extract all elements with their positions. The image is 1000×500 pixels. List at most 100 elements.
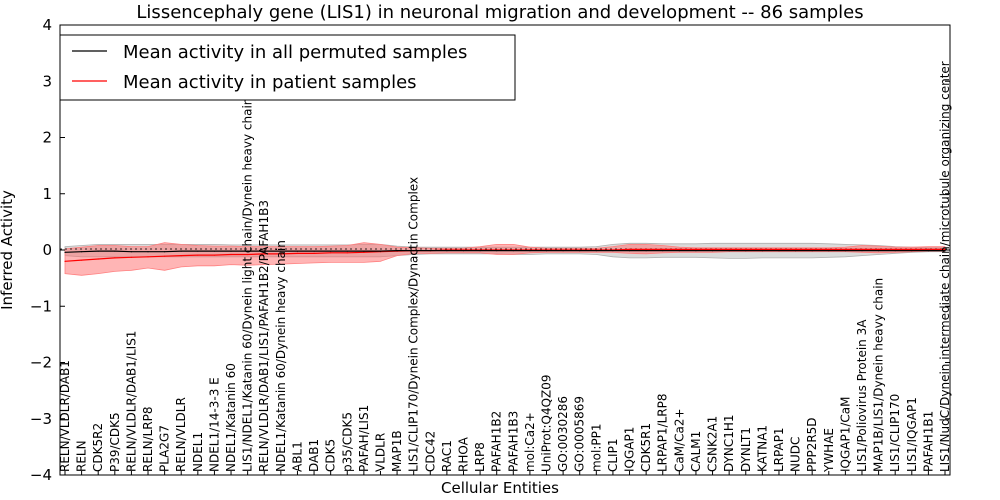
point-series-1 [180,255,182,257]
x-axis: RELN/VLDLR/DAB1 RELN CDK5R2 P39/CDK5 RELN/VL… [58,61,952,475]
point-series-0 [645,250,647,252]
point-series-0 [280,250,282,252]
point-series-1 [130,256,132,258]
point-series-0 [878,250,880,252]
x-tick-label: LRP8 [473,442,487,472]
point-series-1 [247,253,249,256]
point-series-1 [114,257,116,259]
point-series-0 [811,250,813,252]
point-series-1 [645,248,647,250]
x-tick-label: NDEL1 [191,432,205,472]
point-series-0 [695,250,697,252]
x-tick-label: NDEL1/Katanin 60 [224,363,238,472]
point-series-0 [147,251,149,253]
x-tick-label: MAP1B/LIS1/Dynein heavy chain [872,278,886,472]
point-series-0 [545,250,548,252]
x-tick-label: NDEL1/14-3-3 E [207,377,221,472]
point-series-0 [911,250,913,252]
point-series-0 [828,250,830,252]
x-tick-label: mol:Ca2+ [523,412,537,472]
y-tick-label: −2 [30,354,52,372]
x-tick-label: CDK5R1 [639,423,653,472]
x-tick-label: RELN/VLDLR [174,397,188,472]
x-tick-label: NUDC [789,437,803,472]
x-axis-label: Cellular Entities [441,479,559,497]
x-tick-label: P39/CDK5 [108,412,122,472]
point-series-0 [313,250,315,252]
x-tick-label: NDEL1/Katanin 60/Dynein heavy chain [274,240,288,472]
y-tick-label: 3 [42,72,52,90]
y-axis: −4 −3 −2 −1 0 1 2 3 4 [30,16,950,484]
x-tick-label: ABL1 [290,441,304,472]
point-series-0 [114,250,116,252]
point-series-0 [247,250,249,252]
x-tick-label: PLA2G7 [158,425,172,472]
point-series-0 [379,250,382,252]
x-tick-label: LIS1/Poliovirus Protein 3A [855,319,869,472]
x-tick-label: LIS1/NDEL1/Katanin 60/Dynein light chain… [241,98,255,472]
chart-title: Lissencephaly gene (LIS1) in neuronal mi… [136,2,863,23]
point-series-1 [263,253,265,255]
point-series-0 [795,250,797,252]
x-tick-label: CLIP1 [606,439,620,472]
y-tick-label: −1 [30,297,52,315]
x-tick-label: DAB1 [307,439,321,472]
x-tick-label: LIS1/CLIP170/Dynein Complex/Dynactin Com… [407,177,421,472]
legend-box [59,34,516,101]
point-series-1 [861,248,863,250]
point-series-0 [562,250,564,252]
point-series-1 [296,252,299,254]
point-series-0 [296,250,299,252]
x-tick-label: UniProt:Q4QZ09 [540,374,554,472]
point-series-0 [81,251,83,253]
point-series-1 [828,248,830,250]
x-tick-label: DYNLT1 [739,427,753,472]
point-series-1 [628,248,631,250]
x-tick-label: RELN/VLDLR/DAB1/LIS1 [124,331,138,472]
point-series-1 [64,260,66,262]
point-series-0 [844,250,847,252]
point-series-1 [147,256,149,258]
x-tick-label: GO:0030286 [556,396,570,472]
legend-label-patient: Mean activity in patient samples [123,72,417,93]
point-series-0 [130,251,132,253]
point-series-1 [927,248,930,250]
point-series-0 [396,250,398,252]
point-series-1 [795,248,797,250]
x-tick-label: PAFAH1B1 [921,411,935,472]
y-tick-label: 1 [42,185,52,203]
point-series-0 [363,250,365,252]
point-series-0 [346,250,348,252]
point-series-1 [197,254,199,256]
point-series-1 [778,248,780,250]
y-tick-label: −3 [30,410,52,428]
point-series-1 [97,258,99,260]
x-tick-label: GO:0005869 [573,396,587,472]
point-series-1 [230,253,232,256]
x-tick-label: LRPAP1 [772,427,786,472]
x-tick-label: IQGAP1 [623,427,637,472]
point-series-1 [81,259,83,261]
point-series-0 [728,250,730,252]
point-series-0 [230,250,232,252]
x-tick-label: PAFAH1B2 [490,411,504,472]
x-tick-label: CDK5R2 [91,423,105,472]
point-series-0 [662,250,664,252]
x-tick-label: RELN [75,440,89,472]
point-series-0 [330,250,332,252]
point-series-0 [429,250,431,252]
point-series-0 [164,251,166,253]
y-tick-label: 4 [42,16,52,34]
y-tick-label: 2 [42,129,52,147]
point-series-1 [711,248,714,250]
point-series-0 [64,251,66,253]
x-tick-label: MAP1B [390,430,404,472]
point-series-0 [197,250,199,252]
point-series-1 [164,255,166,257]
series-lines [64,248,946,262]
x-tick-label: CDC42 [423,431,437,472]
point-series-0 [446,250,448,252]
y-tick-label: −4 [30,466,52,484]
point-series-1 [761,248,764,250]
